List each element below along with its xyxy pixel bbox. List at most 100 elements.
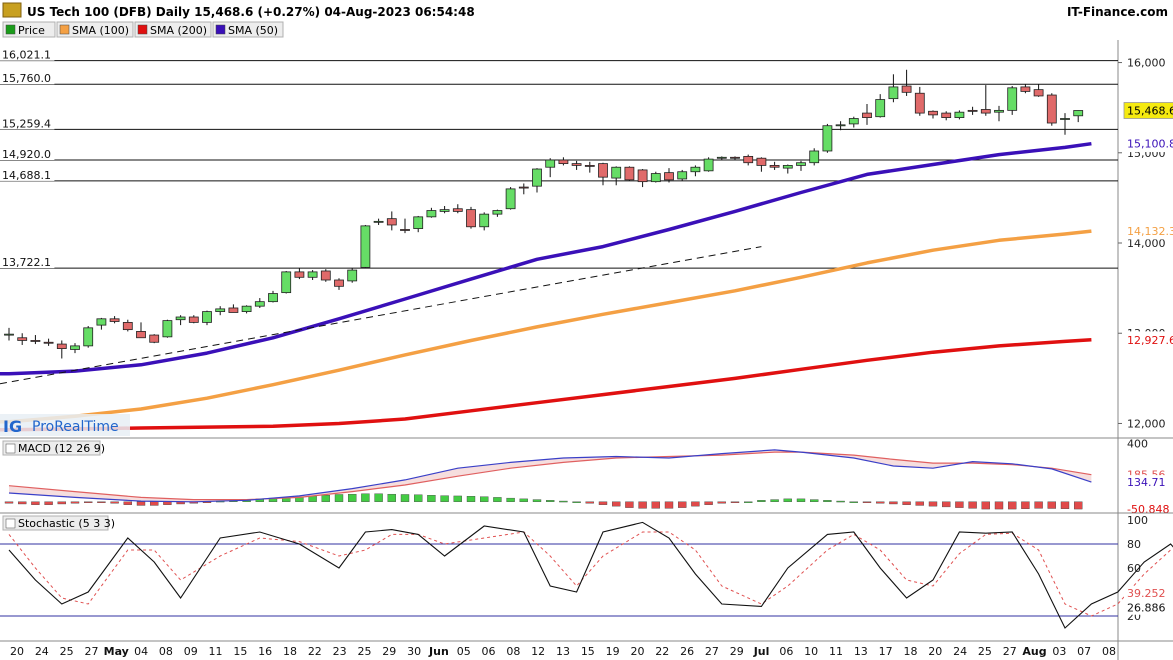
- x-tick-label: 16: [258, 645, 272, 658]
- candle-body: [334, 279, 344, 287]
- legend-item-box: [2, 21, 56, 38]
- stoch-k-line: [8, 521, 1173, 629]
- x-tick-label: 13: [556, 645, 570, 658]
- x-tick-label: 20: [630, 645, 644, 658]
- x-tick-label: 04: [134, 645, 148, 658]
- candle-body: [188, 316, 199, 323]
- x-tick-label: 08: [159, 645, 173, 658]
- candle-body: [730, 156, 740, 159]
- candle-body: [664, 172, 674, 181]
- candle-body: [928, 110, 938, 116]
- macd-histogram-bar: [664, 501, 674, 509]
- macd-histogram-bar: [31, 501, 40, 505]
- stoch-legend-swatch: [5, 518, 16, 529]
- candle-body: [228, 307, 239, 313]
- price-marker-label: 15,100.8: [1127, 138, 1173, 151]
- macd-panel: MACD (12 26 9)400185.56134.71-50.848: [0, 437, 1173, 517]
- macd-title-box: [2, 440, 101, 456]
- x-tick-label: 08: [506, 645, 520, 658]
- candle-body: [941, 112, 952, 118]
- x-tick-label: 11: [209, 645, 223, 658]
- macd-histogram-bar: [810, 499, 819, 502]
- macd-histogram-bar: [440, 495, 449, 502]
- candle-body: [532, 168, 542, 187]
- candle-body: [677, 171, 688, 180]
- macd-histogram-bar: [691, 501, 700, 507]
- macd-histogram-bar: [955, 501, 964, 508]
- x-tick-label: 29: [730, 645, 744, 658]
- macd-histogram-bar: [889, 501, 898, 505]
- macd-histogram-bar: [1073, 501, 1083, 510]
- candle-body: [241, 305, 252, 312]
- stoch-title-box: [2, 515, 109, 531]
- candle-body: [254, 301, 265, 307]
- candle-body: [360, 225, 371, 268]
- macd-histogram-bar: [374, 493, 383, 502]
- x-tick-label: 15: [581, 645, 595, 658]
- macd-histogram-bar: [83, 501, 93, 503]
- candle-body: [307, 271, 318, 278]
- x-tick-label: 22: [655, 645, 669, 658]
- macd-histogram-bar: [796, 498, 806, 502]
- candle-body: [1020, 86, 1031, 92]
- macd-histogram-bar: [968, 501, 977, 509]
- price-plot-area: [0, 40, 1118, 437]
- legend-swatch: [59, 24, 70, 35]
- logo-text: ProRealTime: [32, 419, 119, 435]
- x-tick-label: 08: [1102, 645, 1116, 658]
- macd-histogram-bar: [149, 501, 159, 506]
- candle-body: [268, 293, 278, 303]
- candle-body: [400, 229, 410, 231]
- candle-body: [215, 308, 226, 312]
- macd-histogram-bar: [994, 501, 1004, 510]
- macd-histogram-bar: [704, 501, 713, 505]
- candle-body: [650, 173, 661, 183]
- macd-histogram-bar: [1008, 501, 1017, 510]
- price-marker-box: [1123, 331, 1173, 349]
- x-tick-label: 05: [457, 645, 471, 658]
- stoch-y-tick-label: 100: [1127, 514, 1148, 527]
- candle-body: [716, 156, 727, 159]
- candle-body: [30, 340, 41, 342]
- candle-body: [426, 210, 437, 218]
- level-label-bg: [0, 256, 55, 269]
- x-tick-label: 24: [35, 645, 49, 658]
- macd-histogram-bar: [981, 501, 990, 510]
- stoch-title: Stochastic (5 3 3): [18, 517, 115, 530]
- candle-body: [413, 216, 424, 229]
- x-tick-label: 19: [606, 645, 620, 658]
- x-tick-label: 20: [928, 645, 942, 658]
- candle-body: [281, 271, 292, 294]
- stoch-marker-box: [1124, 585, 1173, 600]
- legend-swatch: [215, 24, 226, 35]
- level-label-bg: [0, 148, 55, 161]
- macd-histogram-bar: [757, 500, 766, 502]
- macd-histogram-bar: [717, 501, 726, 504]
- candle-body: [452, 208, 463, 212]
- x-tick-label: 13: [854, 645, 868, 658]
- price-marker-label: 12,927.6: [1127, 334, 1173, 347]
- y-tick-label: 16,000: [1127, 57, 1166, 70]
- x-tick-label: May: [104, 645, 129, 658]
- stoch-marker-box: [1124, 600, 1173, 615]
- candle-body: [320, 270, 331, 281]
- x-tick-label: 18: [283, 645, 297, 658]
- x-tick-label: 26: [680, 645, 694, 658]
- macd-histogram-bar: [823, 500, 832, 502]
- macd-histogram-bar: [638, 501, 647, 509]
- macd-histogram-bar: [334, 494, 344, 502]
- stoch-marker-label: 26.886: [1127, 602, 1166, 615]
- macd-histogram-bar: [598, 501, 608, 505]
- x-tick-label: 29: [382, 645, 396, 658]
- level-label-bg: [0, 72, 55, 85]
- x-tick-label: Jun: [428, 645, 449, 658]
- candle-body: [888, 86, 899, 100]
- macd-histogram-bar: [1034, 501, 1043, 509]
- sma-line: [0, 338, 1092, 432]
- legend-swatch: [5, 24, 16, 35]
- candle-body: [703, 158, 714, 172]
- candle-body: [822, 125, 833, 152]
- candle-body: [901, 85, 912, 93]
- x-tick-label: 06: [482, 645, 496, 658]
- legend-item-label: Price: [18, 24, 45, 37]
